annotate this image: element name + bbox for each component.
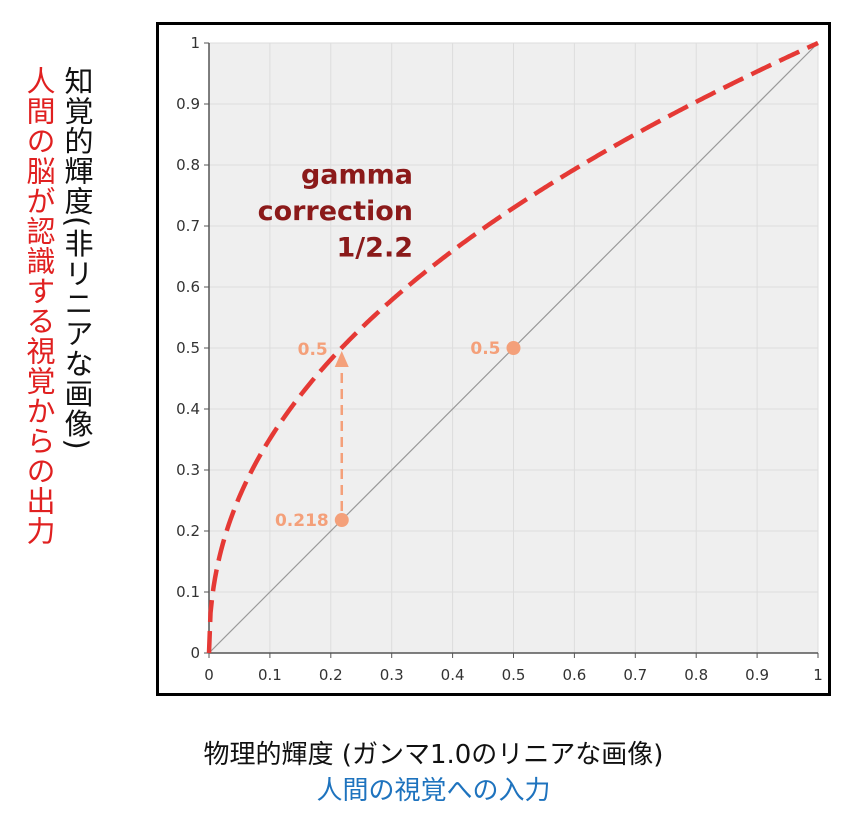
y-tick-label: 0.8 xyxy=(176,156,200,174)
x-tick-label: 0 xyxy=(204,666,214,684)
gamma-curve-series xyxy=(206,40,819,654)
gamma-chart: 0 0.1 0.2 0.3 0.4 0.5 0.6 0.7 0.8 0.9 1 0 0.1 0.2 0.3 0… xyxy=(176,34,823,684)
chart-frame: 0 0.1 0.2 0.3 0.4 0.5 0.6 0.7 0.8 0.9 1 0 0.1 0.2 0.3 0… xyxy=(156,22,831,696)
x-axis-label-sub: 人間の視覚への入力 xyxy=(316,776,551,806)
y-tick-label: 0.6 xyxy=(176,278,200,296)
x-tick-label: 0.2 xyxy=(319,666,343,684)
y-tick-label: 0.4 xyxy=(176,400,200,418)
y-tick-label: 0 xyxy=(190,644,200,662)
data-point-label: 0.218 xyxy=(275,511,329,531)
y-axis-label: 知覚的輝度(非リニアな画像) 人間の脳が認識する視覚からの出力 xyxy=(14,66,124,626)
x-tick-label: 0.9 xyxy=(745,666,769,684)
gamma-annotation-line: 1/2.2 xyxy=(337,233,413,264)
x-tick-label: 0.1 xyxy=(258,666,282,684)
x-tick-label: 0.6 xyxy=(562,666,586,684)
x-tick-label: 0.5 xyxy=(502,666,526,684)
x-tick-label: 0.8 xyxy=(684,666,708,684)
y-tick-label: 0.7 xyxy=(176,217,200,235)
y-tick-label: 1 xyxy=(190,34,200,52)
arrow-label: 0.5 xyxy=(298,340,328,360)
x-tick-label: 0.3 xyxy=(380,666,404,684)
gamma-annotation-line: correction xyxy=(258,196,413,227)
data-point xyxy=(334,513,349,528)
y-tick-label: 0.2 xyxy=(176,522,200,540)
data-point xyxy=(506,341,521,355)
gamma-annotation-line: gamma xyxy=(301,159,413,190)
x-tick-label: 1 xyxy=(813,666,823,684)
data-point-label: 0.5 xyxy=(470,339,500,359)
x-tick-label: 0.4 xyxy=(441,666,465,684)
arrow-head xyxy=(334,351,349,367)
x-axis-label-main: 物理的輝度 (ガンマ1.0のリニアな画像) xyxy=(203,740,664,770)
y-tick-label: 0.9 xyxy=(176,95,200,113)
y-tick-label: 0.5 xyxy=(176,339,200,357)
y-axis-label-main: 知覚的輝度(非リニアな画像) xyxy=(60,66,94,451)
x-tick-label: 0.7 xyxy=(623,666,647,684)
y-tick-label: 0.1 xyxy=(176,583,200,601)
y-axis-label-sub: 人間の脳が認識する視覚からの出力 xyxy=(22,66,56,546)
y-tick-label: 0.3 xyxy=(176,461,200,479)
